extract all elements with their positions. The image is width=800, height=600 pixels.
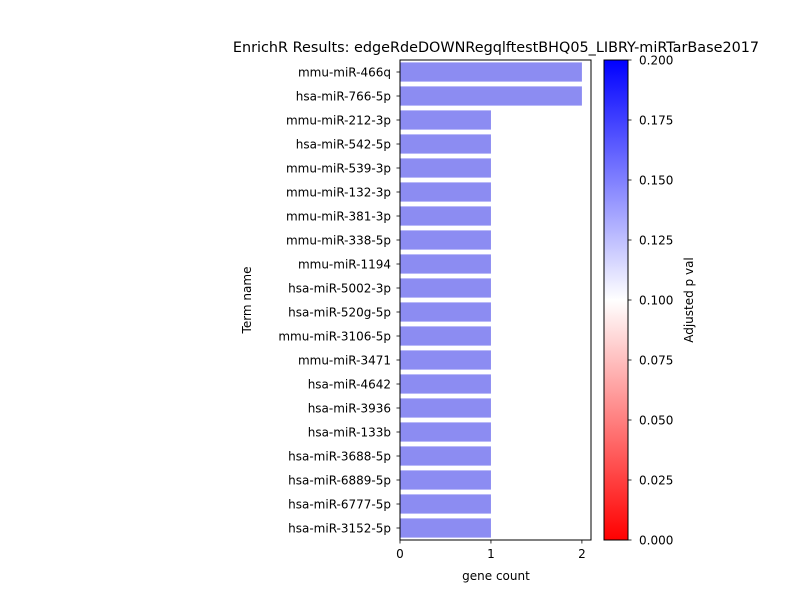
y-tick-label: mmu-miR-381-3p — [286, 210, 391, 224]
colorbar-tick-label: 0.150 — [639, 174, 673, 188]
colorbar-tick-label: 0.100 — [639, 294, 673, 308]
bar-hsa-miR-133b — [400, 422, 491, 442]
y-tick-label: hsa-miR-766-5p — [296, 90, 391, 104]
y-axis: mmu-miR-466q hsa-miR-766-5p mmu-miR-212-3p… — [278, 66, 400, 536]
colorbar-tick-label: 0.000 — [639, 534, 673, 548]
bar-mmu-miR-1194 — [400, 254, 491, 274]
bars-group — [400, 62, 582, 538]
y-tick-label: mmu-miR-539-3p — [286, 162, 391, 176]
bar-mmu-miR-381-3p — [400, 206, 491, 226]
y-tick-label: mmu-miR-132-3p — [286, 186, 391, 200]
bar-hsa-miR-4642 — [400, 374, 491, 394]
chart-title: EnrichR Results: edgeRdeDOWNRegqlftestBH… — [233, 40, 759, 56]
y-tick-label: hsa-miR-6889-5p — [288, 474, 391, 488]
y-tick-label: mmu-miR-338-5p — [286, 234, 391, 248]
bar-hsa-miR-3152-5p — [400, 518, 491, 538]
bar-hsa-miR-520g-5p — [400, 302, 491, 322]
colorbar-tick-label: 0.175 — [639, 114, 673, 128]
colorbar-tick-label: 0.075 — [639, 354, 673, 368]
colorbar-tick-label: 0.050 — [639, 414, 673, 428]
bar-hsa-miR-3688-5p — [400, 446, 491, 466]
x-tick-label: 1 — [487, 547, 495, 561]
y-tick-label: mmu-miR-3471 — [298, 354, 391, 368]
y-axis-label: Term name — [240, 267, 254, 335]
y-tick-label: hsa-miR-3152-5p — [288, 522, 391, 536]
y-tick-label: hsa-miR-5002-3p — [288, 282, 391, 296]
y-tick-label: hsa-miR-4642 — [308, 378, 391, 392]
bar-hsa-miR-5002-3p — [400, 278, 491, 298]
bar-mmu-miR-338-5p — [400, 230, 491, 250]
bar-hsa-miR-6889-5p — [400, 470, 491, 490]
y-tick-label: hsa-miR-3936 — [308, 402, 391, 416]
x-axis-label: gene count — [462, 569, 530, 583]
bar-hsa-miR-766-5p — [400, 86, 582, 106]
x-tick-label: 2 — [578, 547, 586, 561]
bar-mmu-miR-132-3p — [400, 182, 491, 202]
colorbar-tick-label: 0.125 — [639, 234, 673, 248]
bar-mmu-miR-3106-5p — [400, 326, 491, 346]
bar-hsa-miR-542-5p — [400, 134, 491, 154]
colorbar-tick-label: 0.200 — [639, 54, 673, 68]
colorbar — [603, 59, 629, 541]
y-tick-label: hsa-miR-133b — [308, 426, 391, 440]
y-tick-label: hsa-miR-520g-5p — [288, 306, 391, 320]
bar-mmu-miR-212-3p — [400, 110, 491, 130]
bar-hsa-miR-6777-5p — [400, 494, 491, 514]
y-tick-label: hsa-miR-3688-5p — [288, 450, 391, 464]
y-tick-label: mmu-miR-466q — [298, 66, 391, 80]
plot-frame — [399, 59, 592, 541]
y-tick-label: hsa-miR-6777-5p — [288, 498, 391, 512]
y-tick-label: mmu-miR-212-3p — [286, 114, 391, 128]
y-tick-label: mmu-miR-1194 — [298, 258, 391, 272]
colorbar-axis: 0.000 0.025 0.050 0.075 0.100 0.125 0.150 0.175… — [628, 54, 673, 548]
bar-mmu-miR-539-3p — [400, 158, 491, 178]
y-tick-label: mmu-miR-3106-5p — [278, 330, 391, 344]
y-tick-label: hsa-miR-542-5p — [296, 138, 391, 152]
bar-mmu-miR-466q — [400, 62, 582, 82]
bar-mmu-miR-3471 — [400, 350, 491, 370]
bar-hsa-miR-3936 — [400, 398, 491, 418]
x-axis: 0 1 2 — [396, 540, 586, 561]
colorbar-label: Adjusted p val — [682, 257, 696, 343]
x-tick-label: 0 — [396, 547, 404, 561]
colorbar-tick-label: 0.025 — [639, 474, 673, 488]
